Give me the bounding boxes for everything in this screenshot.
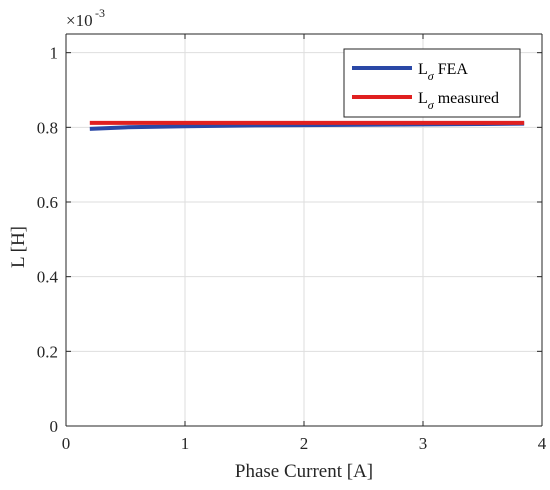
y-tick-label: 0.4 <box>37 268 59 287</box>
y-axis-title: L [H] <box>8 226 29 268</box>
y-tick-label: 0.6 <box>37 193 58 212</box>
y-tick-label: 0.8 <box>37 118 58 137</box>
x-tick-label: 2 <box>300 434 309 453</box>
y-axis-exponent-power: -3 <box>95 6 105 20</box>
x-tick-label: 0 <box>62 434 71 453</box>
x-tick-label: 1 <box>181 434 190 453</box>
legend-label: Lσ measured <box>418 90 499 112</box>
series-layer <box>89 120 525 131</box>
legend-box <box>343 48 521 118</box>
x-tick-label: 3 <box>419 434 428 453</box>
y-tick-label: 0 <box>50 417 59 436</box>
y-axis-exponent-base: ×10 <box>66 11 93 30</box>
legend: Lσ FEA Lσ measured <box>343 48 521 118</box>
legend-label: Lσ FEA <box>418 61 468 83</box>
y-axis-exponent: ×10 -3 <box>66 6 105 30</box>
y-tick-label: 1 <box>50 44 59 63</box>
tick-labels-layer: 0 1 2 3 4 0 0.2 0.4 0.6 0.8 1 <box>37 44 547 453</box>
x-tick-label: 4 <box>538 434 547 453</box>
x-axis-title: Phase Current [A] <box>235 461 373 482</box>
axes-layer <box>65 33 543 427</box>
y-tick-label: 0.2 <box>37 342 58 361</box>
